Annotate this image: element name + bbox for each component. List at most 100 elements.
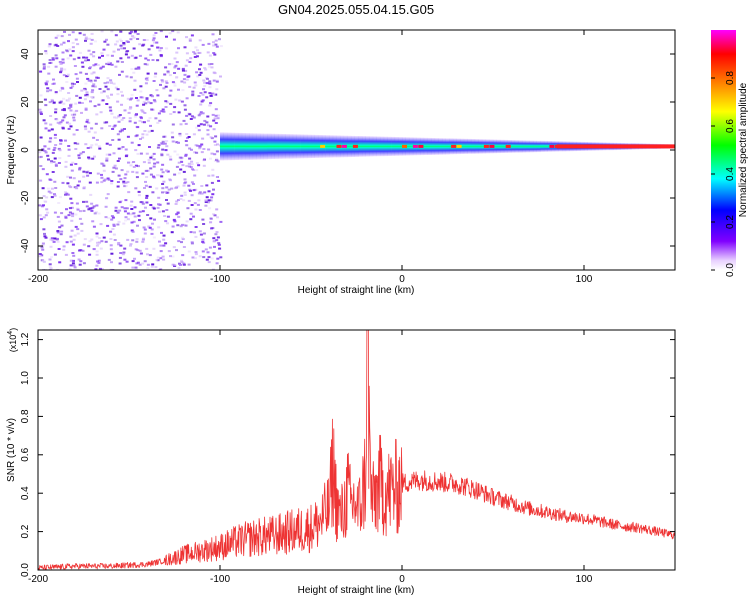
heatmap-noise-cell <box>144 77 148 80</box>
heatmap-noise-cell <box>193 52 197 55</box>
heatmap-noise-cell <box>48 263 52 266</box>
heatmap-noise-cell <box>158 268 162 270</box>
heatmap-noise-cell <box>213 140 217 143</box>
heatmap-noise-cell <box>153 218 156 221</box>
heatmap-noise-cell <box>78 101 82 104</box>
spectrogram-x-tick-label: 100 <box>576 274 593 285</box>
heatmap-noise-cell <box>75 202 79 205</box>
heatmap-noise-cell <box>215 80 219 83</box>
heatmap-noise-cell <box>193 257 197 260</box>
heatmap-noise-cell <box>110 54 114 57</box>
heatmap-noise-cell <box>194 144 198 147</box>
heatmap-noise-cell <box>196 49 199 52</box>
heatmap-noise-cell <box>87 245 91 248</box>
heatmap-noise-cell <box>142 237 145 240</box>
heatmap-noise-cell <box>95 244 99 247</box>
heatmap-noise-cell <box>39 111 43 114</box>
heatmap-noise-cell <box>142 226 146 229</box>
heatmap-ridge-cell <box>303 134 308 159</box>
heatmap-noise-cell <box>186 137 189 139</box>
heatmap-noise-cell <box>161 163 165 166</box>
heatmap-noise-cell <box>207 63 211 66</box>
heatmap-noise-cell <box>145 201 149 204</box>
heatmap-noise-cell <box>119 252 123 254</box>
heatmap-noise-cell <box>159 250 163 253</box>
heatmap-noise-cell <box>167 250 171 253</box>
heatmap-noise-cell <box>168 74 172 77</box>
heatmap-noise-cell <box>62 248 66 251</box>
heatmap-noise-cell <box>124 219 127 222</box>
heatmap-noise-cell <box>202 256 206 259</box>
heatmap-noise-cell <box>54 92 58 95</box>
heatmap-noise-cell <box>78 166 82 169</box>
heatmap-noise-cell <box>125 260 129 263</box>
heatmap-noise-cell <box>201 99 205 102</box>
heatmap-noise-cell <box>204 204 208 207</box>
heatmap-noise-cell <box>166 170 170 173</box>
heatmap-noise-cell <box>44 52 48 55</box>
heatmap-noise-cell <box>152 176 156 179</box>
heatmap-noise-cell <box>207 256 211 259</box>
heatmap-ridge-cell <box>675 144 679 148</box>
heatmap-noise-cell <box>213 153 217 156</box>
snr-x-axis-label: Height of straight line (km) <box>298 585 415 596</box>
heatmap-noise-cell <box>157 112 161 115</box>
heatmap-ridge-cell <box>496 139 501 154</box>
heatmap-noise-cell <box>54 111 58 114</box>
heatmap-noise-cell <box>43 98 47 101</box>
heatmap-noise-cell <box>130 229 134 232</box>
heatmap-noise-cell <box>90 91 94 94</box>
heatmap-noise-cell <box>134 164 138 167</box>
heatmap-noise-cell <box>87 130 91 133</box>
heatmap-noise-cell <box>130 68 134 71</box>
heatmap-noise-cell <box>117 115 121 118</box>
heatmap-noise-cell <box>84 72 88 75</box>
heatmap-noise-cell <box>136 261 140 264</box>
heatmap-noise-cell <box>148 117 152 120</box>
heatmap-noise-cell <box>182 184 186 187</box>
heatmap-noise-cell <box>164 80 168 83</box>
heatmap-noise-cell <box>72 116 76 119</box>
heatmap-ridge-cell <box>285 134 290 159</box>
heatmap-noise-cell <box>198 51 202 54</box>
heatmap-noise-cell <box>100 52 104 55</box>
snr-x-tick-label: 100 <box>576 574 593 585</box>
heatmap-noise-cell <box>149 167 153 170</box>
heatmap-noise-cell <box>95 181 99 184</box>
heatmap-noise-cell <box>112 166 116 169</box>
heatmap-noise-cell <box>117 147 121 150</box>
heatmap-noise-cell <box>39 179 43 182</box>
heatmap-noise-cell <box>187 263 191 266</box>
heatmap-noise-cell <box>89 42 93 45</box>
heatmap-noise-cell <box>97 241 101 244</box>
heatmap-noise-cell <box>156 146 160 149</box>
heatmap-noise-cell <box>211 113 215 116</box>
heatmap-noise-cell <box>155 187 159 190</box>
heatmap-noise-cell <box>50 256 54 259</box>
heatmap-noise-cell <box>145 176 149 178</box>
heatmap-noise-cell <box>116 133 120 136</box>
heatmap-noise-cell <box>74 225 78 228</box>
heatmap-ridge-cell <box>281 134 286 159</box>
heatmap-ridge-cell <box>514 140 519 153</box>
heatmap-noise-cell <box>173 72 176 74</box>
heatmap-noise-cell <box>205 82 209 85</box>
heatmap-noise-cell <box>209 221 213 224</box>
heatmap-noise-cell <box>201 137 205 140</box>
heatmap-peak-cell <box>336 144 342 148</box>
heatmap-noise-cell <box>91 157 95 160</box>
heatmap-noise-cell <box>177 172 181 175</box>
colorbar-tick-label: 0.2 <box>725 215 736 229</box>
heatmap-noise-cell <box>152 99 156 102</box>
heatmap-noise-cell <box>64 191 67 194</box>
heatmap-noise-cell <box>191 168 194 171</box>
heatmap-noise-cell <box>79 210 82 213</box>
heatmap-cells <box>38 30 679 270</box>
heatmap-noise-cell <box>187 250 191 253</box>
heatmap-noise-cell <box>68 211 72 214</box>
heatmap-noise-cell <box>95 264 99 267</box>
heatmap-noise-cell <box>195 169 199 172</box>
heatmap-noise-cell <box>211 227 215 230</box>
heatmap-noise-cell <box>59 142 63 145</box>
heatmap-noise-cell <box>116 211 120 214</box>
